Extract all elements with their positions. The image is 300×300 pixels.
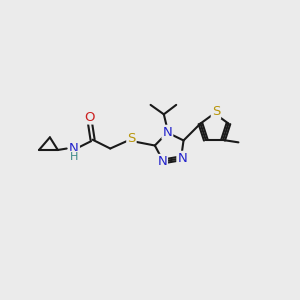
Text: N: N [69, 142, 79, 155]
Text: O: O [84, 110, 95, 124]
Text: S: S [127, 132, 136, 145]
Text: N: N [157, 155, 167, 168]
Text: N: N [177, 152, 187, 165]
Text: H: H [70, 152, 78, 162]
Text: N: N [163, 126, 172, 139]
Text: S: S [212, 105, 220, 119]
